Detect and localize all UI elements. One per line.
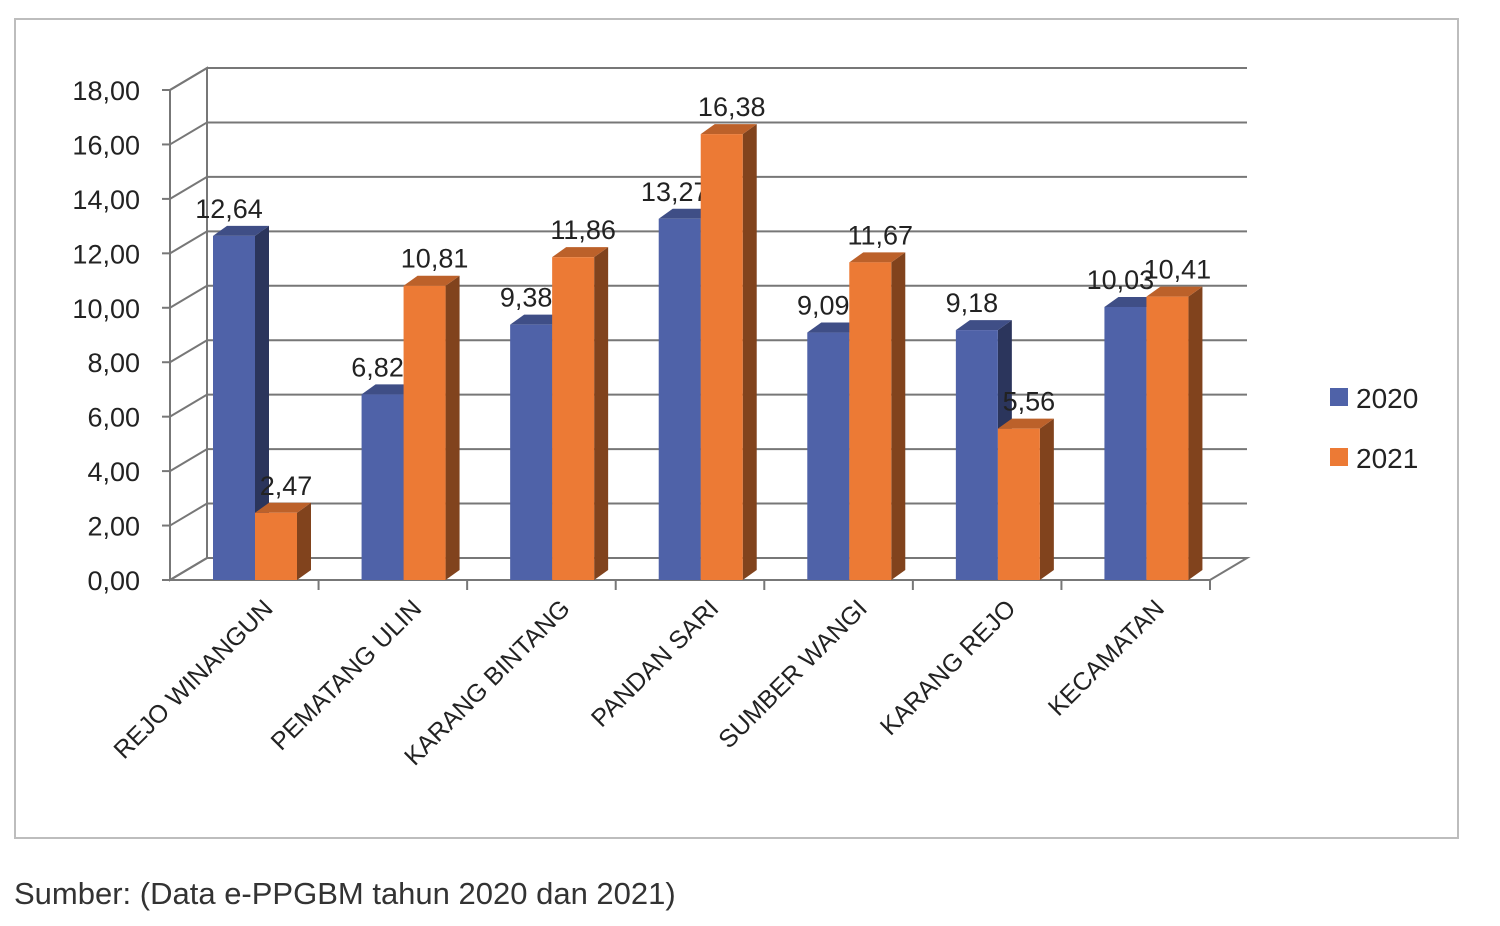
x-tick-label: KARANG REJO (875, 594, 1022, 741)
data-label: 2,47 (260, 471, 313, 501)
gridline (169, 175, 1247, 200)
bar-2020 (955, 330, 998, 580)
bar-side (445, 275, 460, 580)
y-tick-label: 8,00 (87, 348, 140, 378)
bar-side (594, 247, 609, 580)
data-label: 6,82 (351, 352, 404, 382)
bar-side (891, 252, 906, 581)
data-label: 9,18 (946, 288, 999, 318)
y-tick-label: 0,00 (87, 566, 140, 596)
data-label: 9,09 (797, 291, 850, 321)
bar-2020 (1104, 306, 1147, 580)
bar-side (742, 124, 757, 580)
bar-top (1146, 286, 1203, 297)
x-tick-label: KECAMATAN (1043, 594, 1170, 721)
bar-2021 (255, 512, 297, 580)
bar-top (403, 275, 460, 286)
data-label: 13,27 (641, 177, 709, 207)
data-label: 10,41 (1144, 255, 1212, 285)
data-label: 10,03 (1087, 265, 1155, 295)
bar-top (849, 252, 906, 263)
bar-2020 (213, 235, 255, 580)
bar-side (297, 502, 311, 580)
side-wall (169, 66, 208, 582)
bar-2021 (403, 285, 446, 580)
legend-swatch-2020 (1330, 388, 1348, 406)
y-tick-label: 18,00 (72, 76, 140, 106)
x-tick-label: PANDAN SARI (586, 594, 724, 732)
data-label: 11,86 (550, 215, 616, 245)
bar-top (997, 418, 1054, 429)
bar-top (955, 320, 1012, 331)
data-label: 12,64 (195, 194, 263, 224)
data-label: 10,81 (401, 244, 469, 274)
y-tick-label: 4,00 (87, 457, 140, 487)
bar-side (1039, 418, 1054, 580)
bar-2021 (1146, 296, 1189, 580)
bar-2020 (658, 218, 701, 580)
bar-2021 (849, 262, 892, 580)
x-tick-label: KARANG BINTANG (399, 594, 576, 771)
gridline (169, 67, 1247, 91)
y-tick-label: 14,00 (72, 185, 140, 215)
source-note: Sumber: (Data e-PPGBM tahun 2020 dan 202… (14, 876, 676, 911)
bar-2021 (997, 428, 1040, 580)
bar-top (213, 225, 269, 236)
y-tick-label: 6,00 (87, 403, 140, 433)
gridline (169, 230, 1247, 255)
bar-top (255, 502, 311, 513)
x-tick-label: PEMATANG ULIN (266, 594, 428, 756)
bar-2021 (552, 257, 595, 580)
legend-swatch-2021 (1330, 448, 1348, 466)
data-label: 11,67 (848, 220, 914, 250)
y-tick-label: 2,00 (87, 512, 140, 542)
bar-2020 (361, 394, 404, 580)
data-label: 16,38 (698, 92, 766, 122)
legend-label: 2021 (1356, 443, 1418, 474)
x-tick-label: SUMBER WANGI (713, 594, 873, 754)
data-label: 5,56 (1003, 387, 1056, 417)
y-tick-label: 16,00 (72, 130, 140, 160)
legend-label: 2020 (1356, 383, 1418, 414)
bar-2020 (807, 332, 850, 580)
y-tick-label: 12,00 (72, 239, 140, 269)
x-tick-label: REJO WINANGUN (108, 594, 278, 764)
bar-side (255, 225, 269, 580)
chart-frame (14, 18, 1459, 839)
bar-2020 (510, 324, 553, 580)
bar-2021 (700, 134, 743, 580)
bar-top (552, 247, 609, 258)
bar-top (700, 124, 757, 135)
data-label: 9,38 (500, 283, 553, 313)
gridline (169, 121, 1247, 146)
bar-side (1188, 286, 1203, 580)
y-tick-label: 10,00 (72, 294, 140, 324)
